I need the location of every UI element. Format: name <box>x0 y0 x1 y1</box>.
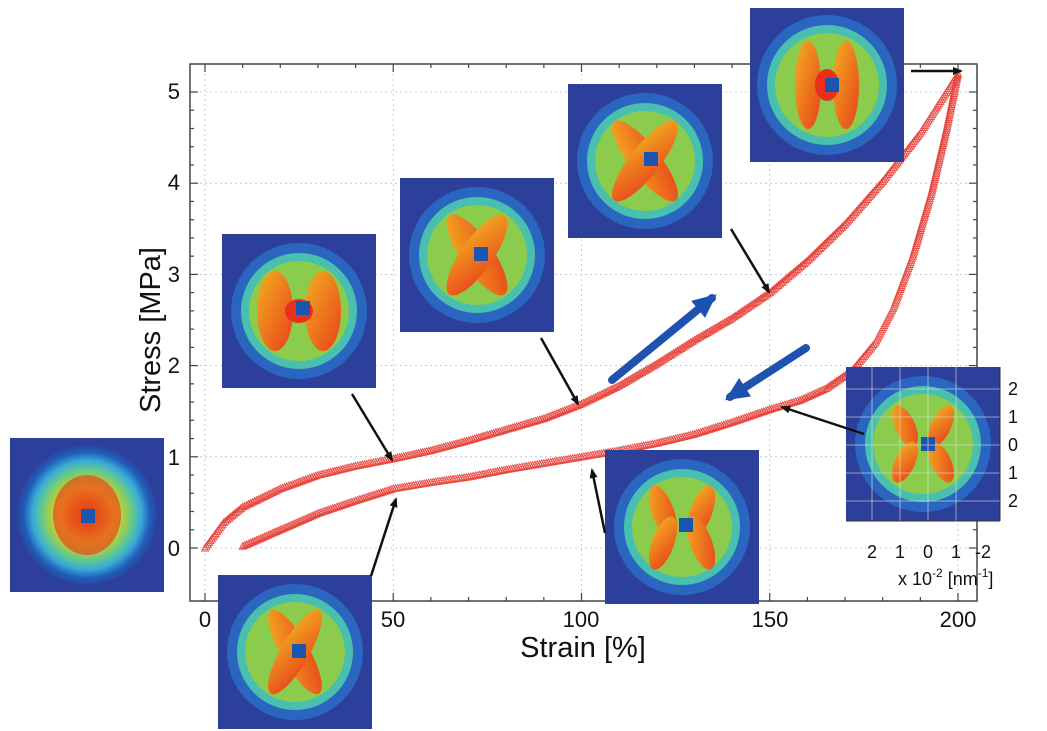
scattering-pattern-50pct-loading <box>222 234 376 388</box>
y-tick-label: 1 <box>168 445 180 470</box>
inset-y-tick: 1 <box>1008 407 1018 427</box>
scattering-pattern-150pct-unloading <box>846 367 1000 521</box>
y-tick-label: 2 <box>168 353 180 378</box>
y-tick-labels: 0 1 2 3 4 5 <box>168 79 180 561</box>
loading-direction-arrow <box>608 294 717 384</box>
x-tick-label: 150 <box>752 607 789 632</box>
x-tick-label: 100 <box>563 607 600 632</box>
y-tick-label: 5 <box>168 79 180 104</box>
inset-y-tick: 0 <box>1008 435 1018 455</box>
pointer-arrows <box>350 67 963 577</box>
inset-axis-unit-label: x 10-2 [nm-1] <box>898 566 993 589</box>
unloading-direction-arrow <box>724 344 810 401</box>
y-tick-label: 3 <box>168 262 180 287</box>
scattering-pattern-150pct-loading <box>568 84 722 238</box>
inset-x-tick: 1 <box>895 542 905 562</box>
x-tick-label: 50 <box>381 607 405 632</box>
inset-y-tick: 2 <box>1008 379 1018 399</box>
inset-y-tick: 1 <box>1008 463 1018 483</box>
y-axis-title: Stress [MPa] <box>135 247 167 413</box>
pointer-arrow <box>729 228 771 294</box>
inset-y-tick: 2 <box>1008 491 1018 511</box>
x-tick-label: 200 <box>940 607 977 632</box>
scattering-pattern-200pct <box>750 8 904 162</box>
inset-axis-labels: 2 1 0 1 2 2 1 0 1 -2 x 10-2 [nm-1] <box>846 367 1018 589</box>
x-axis-title: Strain [%] <box>520 632 646 664</box>
pointer-arrow <box>369 497 398 577</box>
pointer-arrow <box>539 337 580 406</box>
scattering-pattern-100pct-loading <box>400 178 554 332</box>
y-tick-label: 4 <box>168 170 180 195</box>
pointer-arrow <box>780 405 865 436</box>
scattering-pattern-50pct-unloading <box>218 575 372 729</box>
scattering-pattern-0pct <box>10 438 164 592</box>
x-tick-labels: 0 50 100 150 200 <box>199 607 976 632</box>
y-tick-label: 0 <box>168 536 180 561</box>
inset-x-tick: 1 <box>951 542 961 562</box>
pointer-arrow <box>350 393 394 462</box>
pointer-arrow <box>589 468 607 534</box>
inset-x-tick: -2 <box>975 542 991 562</box>
inset-x-tick: 2 <box>867 542 877 562</box>
inset-x-tick: 0 <box>923 542 933 562</box>
scattering-pattern-100pct-unloading <box>605 450 759 604</box>
x-tick-label: 0 <box>199 607 211 632</box>
